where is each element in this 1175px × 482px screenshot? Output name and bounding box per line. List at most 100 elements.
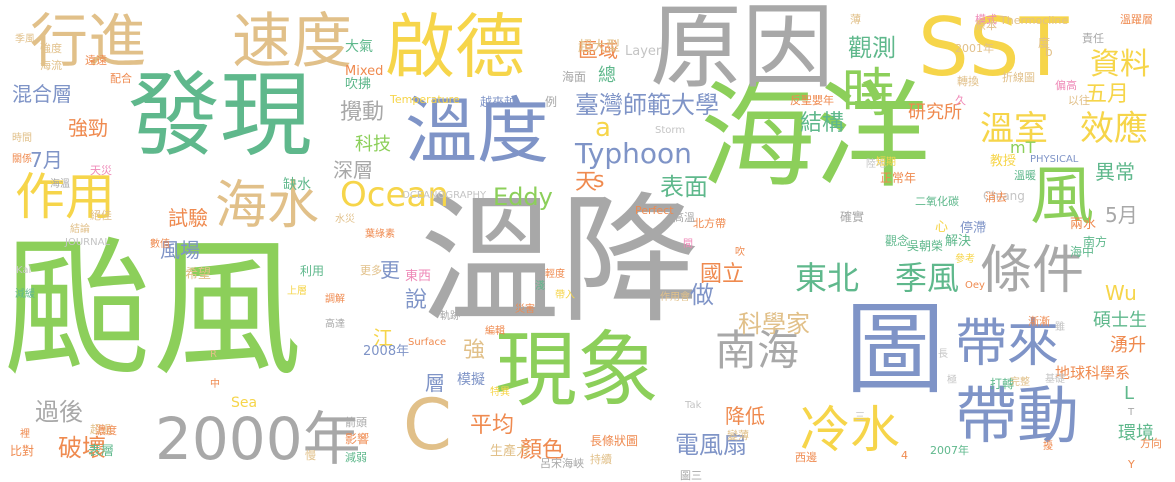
cloud-word: 海流 — [40, 59, 62, 72]
cloud-word: Tak — [685, 400, 702, 411]
cloud-word: 溫室 — [980, 109, 1048, 149]
cloud-word: 生產力 — [490, 444, 530, 459]
cloud-word: 4 — [901, 449, 908, 462]
cloud-word: 臺灣師範大學 — [575, 91, 719, 119]
cloud-word: 天 — [575, 170, 598, 195]
cloud-word: Chiang — [983, 189, 1025, 203]
cloud-word: 結論 — [70, 224, 90, 235]
cloud-word: 速度 — [232, 7, 352, 77]
cloud-word: 海洋 — [700, 70, 931, 204]
cloud-word: 絕佳 — [90, 209, 112, 222]
cloud-word: 2000年 — [155, 405, 361, 473]
cloud-word: Typhoon — [575, 137, 692, 170]
cloud-word: 東北 — [795, 259, 860, 297]
cloud-word: 季風 — [895, 259, 960, 297]
cloud-word: 責任 — [1082, 32, 1104, 45]
cloud-word: 研究所 — [908, 102, 962, 123]
cloud-word: a — [595, 113, 611, 143]
cloud-word: 圖三 — [680, 469, 702, 482]
cloud-word: 模式 — [975, 13, 997, 26]
cloud-word: Thermocline — [1000, 14, 1069, 27]
cloud-word: 溫暖 — [1014, 169, 1036, 182]
cloud-word: Storm — [655, 125, 686, 136]
cloud-word: 停滯 — [960, 221, 987, 236]
cloud-word: 科學家 — [738, 310, 810, 338]
cloud-word: 箭頭 — [345, 416, 367, 429]
cloud-word: 2001年 — [955, 42, 994, 55]
cloud-word: 現象 — [495, 323, 660, 418]
cloud-word: SST — [918, 1, 1069, 94]
cloud-word: 強勁 — [68, 116, 108, 140]
cloud-word: 觀測 — [848, 34, 896, 62]
cloud-word: 呂宋海峽 — [540, 457, 584, 470]
cloud-word: Sea — [231, 395, 258, 411]
cloud-word: 更多 — [360, 264, 382, 277]
cloud-word: 電風扇 — [675, 431, 747, 459]
cloud-word: 消去 — [985, 191, 1007, 204]
cloud-word: 陸地 — [866, 159, 886, 170]
cloud-word: 條件 — [980, 241, 1085, 301]
cloud-word: 例 — [545, 95, 558, 109]
cloud-word: Temperature — [390, 93, 460, 106]
cloud-word: 久 — [955, 94, 966, 107]
cloud-word: 混合層 — [12, 82, 72, 106]
cloud-word: 折線圖 — [1002, 71, 1035, 84]
cloud-word: 帶來 — [955, 314, 1060, 374]
cloud-word: 更 — [380, 258, 400, 282]
cloud-word: 時 — [842, 64, 895, 124]
cloud-word: 深層 — [333, 158, 373, 182]
cloud-word: 南方 — [1083, 235, 1108, 249]
cloud-word: 效應 — [1080, 109, 1148, 149]
cloud-word: 海溫 — [50, 179, 70, 190]
cloud-word: 溫躍層 — [1120, 13, 1153, 26]
cloud-word: 西邊 — [795, 451, 817, 464]
cloud-word: 裡 — [20, 429, 30, 440]
cloud-word: 表面 — [660, 173, 708, 201]
cloud-word: 心 — [935, 220, 949, 235]
cloud-word: 數值 — [150, 239, 170, 250]
cloud-word: 上層 — [287, 286, 307, 297]
cloud-word: 攪動 — [340, 100, 385, 125]
cloud-word: 發現 — [128, 62, 313, 169]
cloud-word: 短期 — [876, 157, 896, 168]
cloud-word: Kai — [16, 265, 32, 276]
cloud-word: 漸漸 — [1028, 315, 1050, 328]
cloud-word: 五月 — [1085, 82, 1130, 107]
cloud-word: 高達 — [325, 319, 345, 330]
cloud-word: 冷水 — [800, 401, 900, 459]
cloud-word: 度 — [1038, 36, 1051, 50]
cloud-word: 遠遠 — [85, 54, 107, 67]
cloud-word: 打轉 — [990, 377, 1015, 391]
cloud-word: 強 — [463, 338, 486, 363]
cloud-word: Layer — [625, 44, 662, 59]
cloud-word: 水災 — [335, 214, 355, 225]
cloud-word: 減弱 — [345, 451, 367, 464]
cloud-word: 說 — [405, 288, 428, 313]
cloud-word: 葉綠素 — [365, 229, 395, 240]
cloud-word: 強度 — [40, 42, 62, 55]
cloud-word: 破壞 — [58, 434, 106, 462]
cloud-word: 原因 — [650, 0, 835, 101]
cloud-word: Surface — [408, 337, 447, 348]
cloud-word: 調解 — [325, 294, 345, 305]
cloud-word: 三 — [855, 412, 865, 423]
cloud-word: 天災 — [90, 164, 112, 177]
cloud-word: OCEANOGRAPHY — [402, 190, 487, 201]
cloud-word: 海面 — [562, 70, 587, 84]
cloud-word: 希望 — [185, 267, 212, 282]
cloud-word: 超大型 — [578, 39, 620, 55]
cloud-word: 吹 — [735, 247, 745, 258]
cloud-word: 顏色 — [520, 438, 565, 463]
cloud-word: L — [1124, 383, 1135, 404]
cloud-word: Eddy — [493, 183, 553, 211]
cloud-word: Y — [1128, 458, 1135, 471]
cloud-word: 時間 — [12, 133, 32, 144]
cloud-word: 偏高 — [1055, 79, 1077, 92]
cloud-word: 教授 — [990, 154, 1017, 169]
cloud-word: 海中 — [1070, 245, 1095, 259]
cloud-word: 反聖嬰年 — [790, 94, 834, 107]
cloud-word: 過後 — [35, 398, 83, 426]
cloud-word: 帶入 — [555, 290, 575, 301]
cloud-word: 擾 — [1043, 441, 1053, 452]
